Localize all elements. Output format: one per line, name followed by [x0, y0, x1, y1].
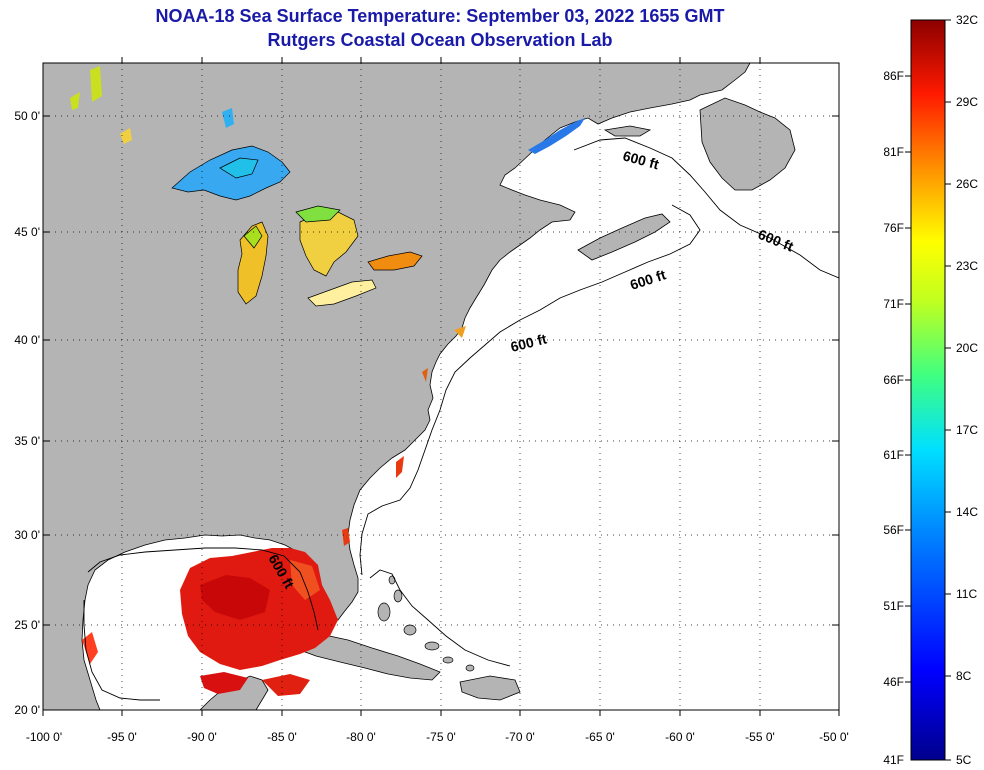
fahrenheit-label: 86F: [883, 69, 904, 83]
land-cuba: [295, 633, 441, 681]
map-panel: 600 ft 600 ft 600 ft 600 ft 600 ft: [43, 63, 839, 710]
lon-tick-label: -100 0': [26, 730, 62, 744]
temperature-colorbar: 86F 81F 76F 71F 66F 61F 56F 51F 46F 41F …: [883, 13, 978, 767]
celsius-label: 17C: [956, 423, 978, 437]
map-gridlines: [43, 63, 839, 710]
celsius-label: 32C: [956, 13, 978, 27]
land-hispaniola: [459, 675, 521, 701]
celsius-label: 11C: [956, 587, 977, 601]
land-anticosti: [603, 125, 652, 137]
colorbar-gradient: [910, 19, 946, 761]
lon-tick-label: -50 0': [819, 730, 849, 744]
lon-axis-labels: -100 0' -95 0' -90 0' -85 0' -80 0' -75 …: [26, 730, 849, 744]
celsius-label: 5C: [956, 753, 972, 767]
lon-tick-label: -95 0': [107, 730, 137, 744]
lon-tick-label: -75 0': [426, 730, 456, 744]
lat-tick-label: 20 0': [14, 703, 40, 717]
lat-axis-labels: 50 0' 45 0' 40 0' 35 0' 30 0' 25 0' 20 0…: [14, 109, 40, 717]
lon-tick-label: -85 0': [267, 730, 297, 744]
land-newfoundland: [699, 97, 796, 191]
lon-tick-label: -65 0': [585, 730, 615, 744]
lon-tick-label: -60 0': [665, 730, 695, 744]
fahrenheit-label: 51F: [883, 599, 904, 613]
map-tick-marks: [42, 57, 840, 716]
fahrenheit-label: 81F: [883, 145, 904, 159]
lat-tick-label: 45 0': [14, 225, 40, 239]
fahrenheit-label: 56F: [883, 523, 904, 537]
lat-tick-label: 50 0': [14, 109, 40, 123]
lat-tick-label: 40 0': [14, 333, 40, 347]
celsius-label: 8C: [956, 669, 972, 683]
lon-tick-label: -55 0': [745, 730, 775, 744]
celsius-label: 23C: [956, 259, 978, 273]
map-subtitle: Rutgers Coastal Ocean Observation Lab: [267, 30, 613, 50]
great-lakes: [171, 145, 423, 307]
lake-michigan: [237, 221, 269, 305]
lat-tick-label: 25 0': [14, 618, 40, 632]
fahrenheit-label: 66F: [883, 373, 904, 387]
fahrenheit-label: 76F: [883, 221, 904, 235]
fahrenheit-label: 61F: [883, 448, 904, 462]
fahrenheit-label: 71F: [883, 297, 904, 311]
lat-tick-label: 30 0': [14, 528, 40, 542]
lat-tick-label: 35 0': [14, 434, 40, 448]
celsius-label: 14C: [956, 505, 978, 519]
land-nova-scotia: [577, 213, 671, 261]
lake-erie: [307, 279, 377, 307]
fahrenheit-label: 46F: [883, 675, 904, 689]
lon-tick-label: -80 0': [346, 730, 376, 744]
lake-ontario: [367, 251, 423, 271]
islands-bahamas: [377, 575, 475, 672]
fahrenheit-label: 41F: [883, 753, 904, 767]
lon-tick-label: -70 0': [505, 730, 535, 744]
land-yucatan: [199, 675, 269, 710]
celsius-label: 29C: [956, 95, 978, 109]
st-lawrence-sst: [528, 118, 585, 154]
lon-tick-label: -90 0': [187, 730, 217, 744]
celsius-label: 26C: [956, 177, 978, 191]
celsius-label: 20C: [956, 341, 978, 355]
map-title: NOAA-18 Sea Surface Temperature: Septemb…: [155, 6, 725, 26]
isobath-600ft: [83, 137, 839, 701]
